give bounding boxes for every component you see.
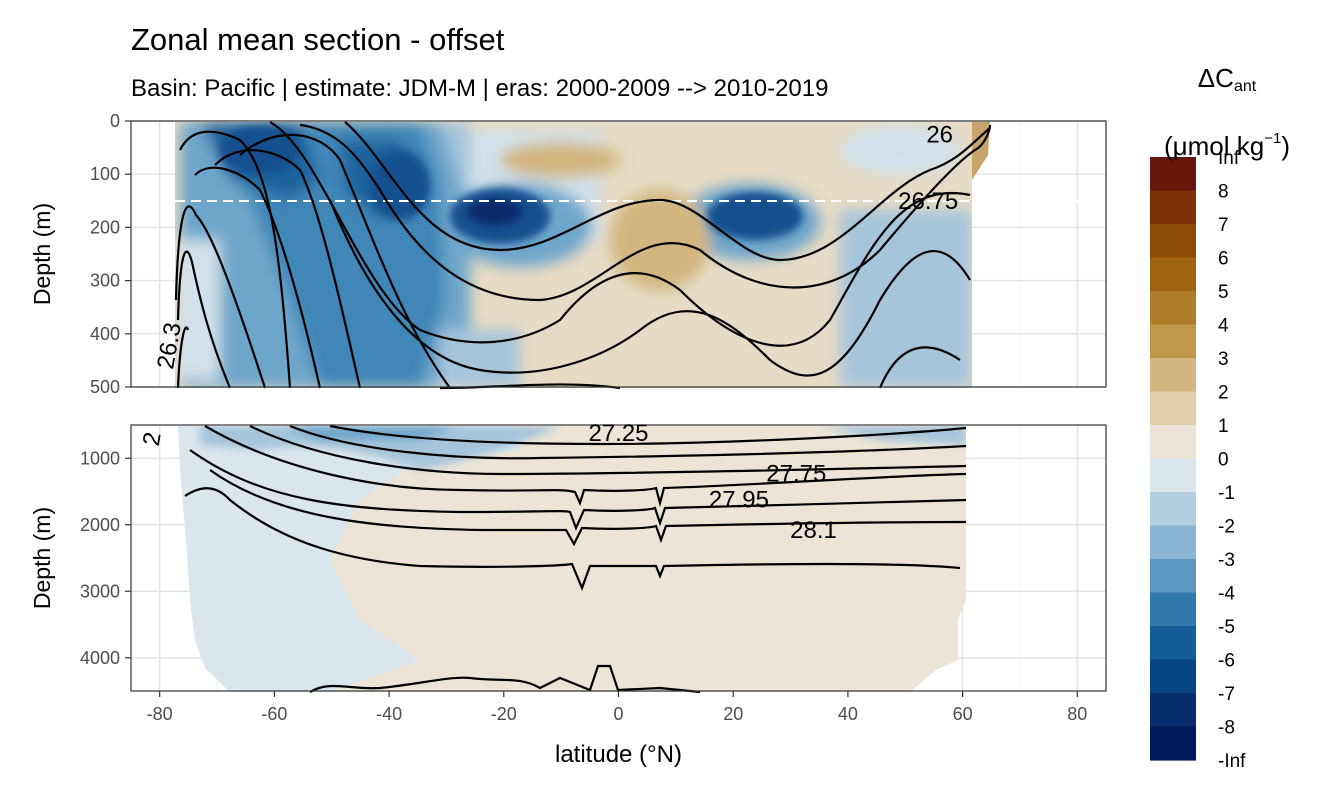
legend-swatch bbox=[1150, 190, 1196, 225]
legend-break-label: -Inf bbox=[1218, 751, 1246, 772]
legend-break-label: -5 bbox=[1218, 617, 1235, 638]
legend-break-label: 0 bbox=[1218, 450, 1229, 471]
upper-panel bbox=[130, 120, 1107, 390]
y-tick-label: 500 bbox=[90, 377, 120, 397]
legend-swatch bbox=[1150, 324, 1196, 359]
lower-fill bbox=[178, 426, 966, 692]
y-tick-label: 300 bbox=[90, 271, 120, 291]
legend-break-label: 7 bbox=[1218, 215, 1229, 236]
y-tick-label: 4000 bbox=[80, 648, 120, 668]
y-axis-label: Depth (m) bbox=[29, 203, 55, 305]
legend-unit-sup: −1 bbox=[1264, 130, 1282, 147]
legend-unit-pre: (μmol kg bbox=[1164, 131, 1265, 161]
contour-label: 27.95 bbox=[709, 486, 769, 513]
y-tick-label: 200 bbox=[90, 217, 120, 237]
x-tick-label: 20 bbox=[723, 704, 743, 724]
y-tick-label: 1000 bbox=[80, 448, 120, 468]
upper-contours bbox=[174, 121, 992, 390]
legend-swatch bbox=[1150, 358, 1196, 393]
y-tick-label: 100 bbox=[90, 164, 120, 184]
chart-subtitle: Basin: Pacific | estimate: JDM-M | eras:… bbox=[131, 75, 829, 102]
legend-break-label: -6 bbox=[1218, 651, 1235, 672]
legend-colorbar: Inf 8 7 6 5 4 3 2 1 0 -1 -2 -3 -4 -5 -6 -7 -8 -Inf bbox=[1150, 148, 1246, 772]
legend-swatch bbox=[1150, 693, 1196, 728]
legend-title: ΔCant (μmol kg−1) bbox=[1146, 52, 1308, 172]
y-tick-label: 0 bbox=[110, 111, 120, 131]
upper-fill bbox=[175, 122, 972, 388]
legend-swatch bbox=[1150, 224, 1196, 259]
legend-break-label: -1 bbox=[1218, 483, 1235, 504]
legend-break-label: 2 bbox=[1218, 383, 1229, 404]
legend-swatch bbox=[1150, 391, 1196, 426]
upper-fill-edge bbox=[972, 122, 990, 180]
contour-label: 2 bbox=[138, 430, 167, 448]
contour-label: 26 bbox=[926, 121, 953, 148]
y-tick-label: 3000 bbox=[80, 581, 120, 601]
chart-title: Zonal mean section - offset bbox=[131, 22, 505, 57]
x-tick-label: -40 bbox=[376, 704, 402, 724]
x-tick-label: 40 bbox=[838, 704, 858, 724]
legend-swatch bbox=[1150, 458, 1196, 493]
legend-title-sub: ant bbox=[1233, 78, 1257, 95]
legend-break-label: 6 bbox=[1218, 249, 1229, 270]
legend-swatch bbox=[1150, 592, 1196, 627]
legend-break-label: 8 bbox=[1218, 182, 1229, 203]
legend-break-label: 5 bbox=[1218, 282, 1229, 303]
x-tick-label: -60 bbox=[261, 704, 287, 724]
legend-break-label: 3 bbox=[1218, 349, 1229, 370]
contour-label: 27.75 bbox=[766, 461, 826, 488]
legend-swatch bbox=[1150, 525, 1196, 560]
legend-break-label: 4 bbox=[1218, 316, 1229, 337]
contour-label: 26.75 bbox=[898, 188, 958, 215]
legend-title-main: ΔC bbox=[1197, 63, 1234, 93]
x-tick-label: -80 bbox=[147, 704, 173, 724]
legend-swatch bbox=[1150, 659, 1196, 694]
x-tick-label: 0 bbox=[613, 704, 623, 724]
legend-swatch bbox=[1150, 425, 1196, 460]
legend-swatch bbox=[1150, 626, 1196, 661]
legend-swatch bbox=[1150, 492, 1196, 527]
y-tick-label: 2000 bbox=[80, 515, 120, 535]
x-tick-label: 60 bbox=[953, 704, 973, 724]
legend-break-label: 1 bbox=[1218, 416, 1229, 437]
contour-label: 27.25 bbox=[588, 420, 648, 447]
legend-swatch bbox=[1150, 559, 1196, 594]
legend-unit-post: ) bbox=[1281, 131, 1290, 161]
y-axis-label: Depth (m) bbox=[29, 507, 55, 609]
y-tick-label: 400 bbox=[90, 324, 120, 344]
legend-break-label: -7 bbox=[1218, 684, 1235, 705]
legend-swatch bbox=[1150, 726, 1196, 761]
upper-panel-border bbox=[130, 120, 1107, 388]
lower-panel bbox=[130, 424, 1107, 694]
legend-break-label: -4 bbox=[1218, 584, 1235, 605]
x-axis-label: latitude (°N) bbox=[555, 741, 682, 768]
legend-swatch bbox=[1150, 257, 1196, 292]
x-tick-label: -20 bbox=[491, 704, 517, 724]
legend-break-label: -3 bbox=[1218, 550, 1235, 571]
legend-swatch bbox=[1150, 157, 1196, 192]
x-tick-label: 80 bbox=[1067, 704, 1087, 724]
legend-break-label: Inf bbox=[1218, 148, 1240, 169]
legend-swatch bbox=[1150, 291, 1196, 326]
legend-break-label: -2 bbox=[1218, 517, 1235, 538]
legend-break-label: -8 bbox=[1218, 718, 1235, 739]
contour-label: 28.1 bbox=[790, 517, 837, 544]
lower-contours bbox=[184, 424, 967, 694]
